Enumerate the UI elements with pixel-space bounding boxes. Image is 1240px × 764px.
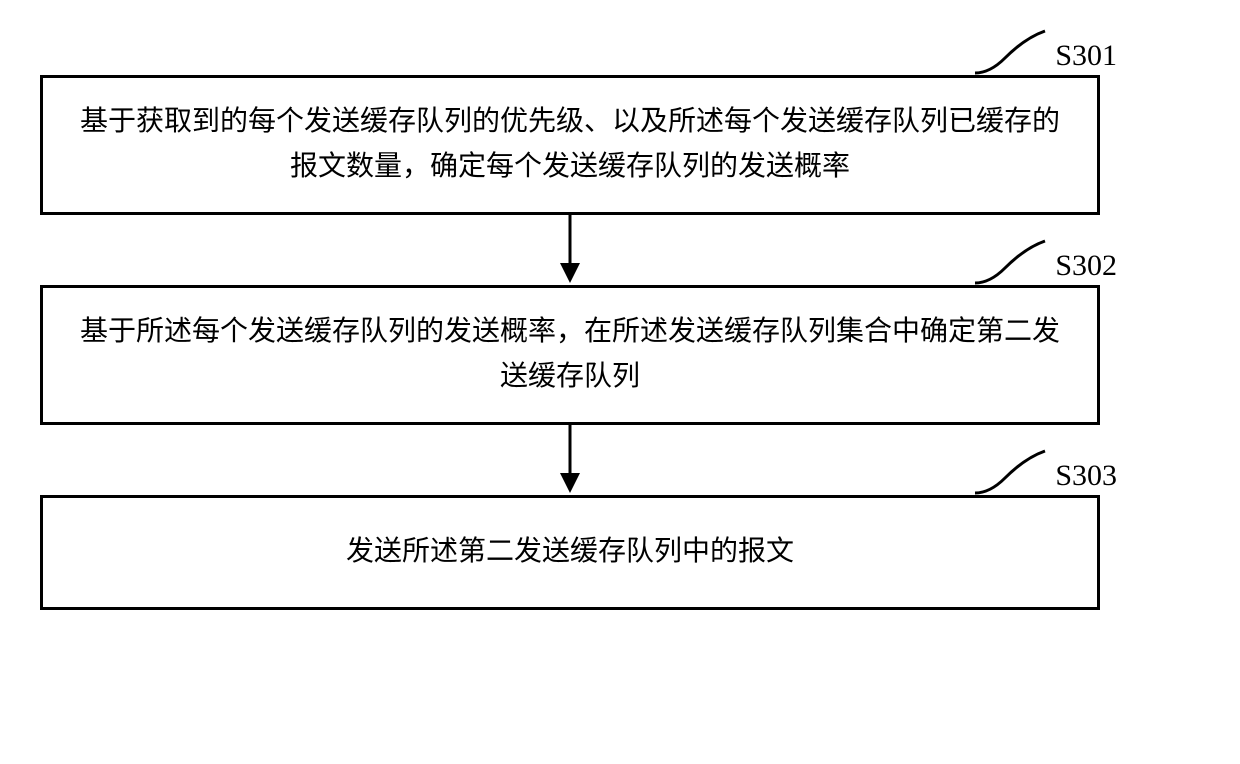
callout-curve-icon [970, 233, 1050, 288]
step-text-2: 基于所述每个发送缓存队列的发送概率，在所述发送缓存队列集合中确定第二发送缓存队列 [73, 310, 1067, 400]
step-text-1: 基于获取到的每个发送缓存队列的优先级、以及所述每个发送缓存队列已缓存的报文数量，… [73, 100, 1067, 190]
step-label-container-3: S303 [970, 443, 1117, 493]
arrow-2 [40, 425, 1100, 495]
step-label-3: S303 [1055, 459, 1117, 493]
callout-curve-icon [970, 443, 1050, 498]
arrow-1 [40, 215, 1100, 285]
step-box-3: S303 发送所述第二发送缓存队列中的报文 [40, 495, 1100, 610]
step-box-2: S302 基于所述每个发送缓存队列的发送概率，在所述发送缓存队列集合中确定第二发… [40, 285, 1100, 425]
arrow-down-icon [555, 425, 585, 495]
step-label-container-1: S301 [970, 23, 1117, 73]
step-label-1: S301 [1055, 39, 1117, 73]
arrow-down-icon [555, 215, 585, 285]
step-label-container-2: S302 [970, 233, 1117, 283]
step-box-1: S301 基于获取到的每个发送缓存队列的优先级、以及所述每个发送缓存队列已缓存的… [40, 75, 1100, 215]
flowchart-container: S301 基于获取到的每个发送缓存队列的优先级、以及所述每个发送缓存队列已缓存的… [40, 20, 1200, 610]
callout-curve-icon [970, 23, 1050, 78]
step-text-3: 发送所述第二发送缓存队列中的报文 [346, 530, 794, 575]
step-label-2: S302 [1055, 249, 1117, 283]
